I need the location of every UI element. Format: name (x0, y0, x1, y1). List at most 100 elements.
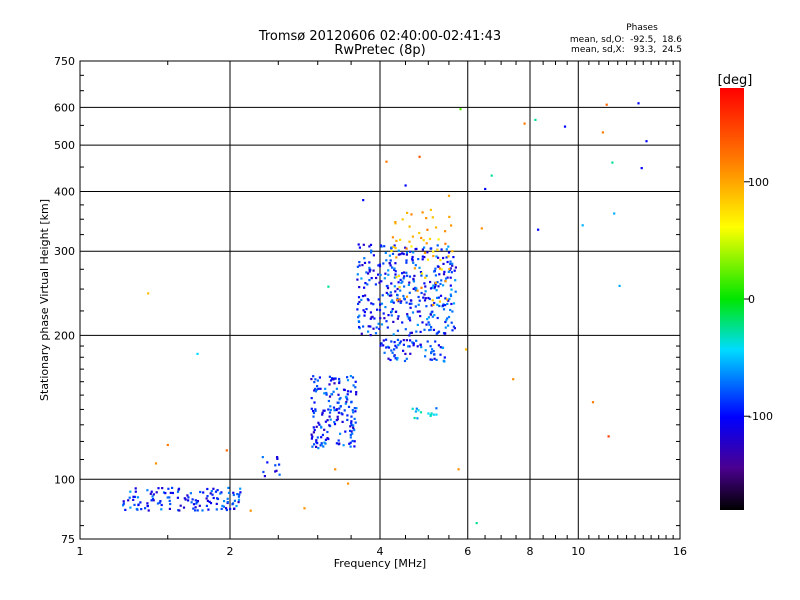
data-point (347, 405, 351, 408)
data-point (315, 445, 318, 448)
data-point (338, 407, 341, 410)
data-point (411, 407, 414, 410)
data-point (405, 301, 408, 304)
data-point (380, 302, 384, 305)
data-point (450, 271, 453, 274)
y-tick-label: 100 (54, 473, 75, 486)
data-point (237, 498, 241, 501)
data-point (338, 442, 341, 445)
data-point (437, 330, 441, 333)
data-point (447, 324, 450, 327)
data-point (452, 256, 455, 259)
data-point (399, 238, 402, 241)
data-point (351, 432, 354, 435)
data-point (412, 277, 415, 280)
data-point (394, 270, 397, 273)
data-point (313, 381, 316, 384)
data-point (318, 376, 321, 379)
data-point (406, 211, 409, 214)
data-point (356, 265, 359, 268)
data-point (207, 508, 210, 511)
data-point (326, 437, 329, 440)
data-point (411, 235, 414, 238)
data-point (449, 262, 452, 266)
data-point (399, 278, 402, 281)
data-point (418, 231, 421, 235)
data-point (320, 442, 323, 445)
data-point (451, 262, 454, 265)
data-point (424, 290, 427, 293)
data-point (353, 440, 356, 443)
data-point (442, 303, 445, 306)
data-point (409, 299, 412, 302)
data-point (274, 464, 277, 467)
data-point (372, 327, 375, 330)
data-point (607, 435, 610, 438)
data-point (431, 216, 434, 219)
data-point (435, 255, 438, 258)
data-point (324, 442, 327, 445)
data-point (361, 264, 364, 267)
data-point (326, 430, 329, 434)
data-point (440, 268, 443, 271)
data-point (378, 309, 382, 312)
data-point (316, 442, 319, 445)
data-point (187, 499, 190, 502)
data-point (394, 262, 397, 265)
data-point (132, 495, 135, 498)
data-point (388, 254, 391, 257)
data-point (423, 293, 426, 296)
data-point (363, 261, 367, 264)
data-point (369, 243, 373, 246)
data-point (433, 353, 436, 356)
data-point (415, 407, 418, 410)
data-point (429, 208, 432, 211)
data-point (637, 102, 640, 105)
data-point (372, 269, 375, 272)
data-point (390, 349, 393, 352)
data-point (324, 387, 327, 390)
data-point (354, 386, 357, 389)
data-point (408, 345, 411, 348)
data-point (446, 276, 449, 279)
data-point (412, 251, 415, 254)
data-point (164, 492, 167, 495)
data-point (430, 358, 434, 361)
data-point (169, 491, 172, 494)
data-point (391, 308, 394, 311)
data-point (140, 508, 143, 511)
data-point (389, 264, 392, 267)
data-point (409, 319, 412, 322)
data-point (422, 239, 425, 242)
x-tick-label: 1 (77, 545, 84, 558)
data-point (433, 314, 436, 317)
data-point (449, 267, 452, 270)
data-point (368, 279, 371, 282)
data-point (408, 291, 411, 294)
data-point (375, 326, 378, 329)
y-tick-label: 200 (54, 329, 75, 342)
data-point (412, 342, 415, 345)
data-point (393, 244, 396, 247)
data-point (229, 507, 232, 511)
data-point (223, 500, 226, 503)
data-point (161, 487, 164, 490)
data-points (122, 102, 648, 525)
data-point (397, 344, 400, 347)
data-point (387, 273, 390, 276)
colorbar-label: [deg] (718, 73, 753, 88)
data-point (166, 496, 169, 499)
x-tick-label: 2 (227, 545, 234, 558)
data-point (426, 340, 429, 343)
data-point (369, 317, 372, 320)
data-point (393, 355, 396, 358)
data-point (459, 108, 462, 111)
colorbar-ticks: 100 0 -100 (744, 176, 773, 423)
data-point (354, 380, 357, 383)
data-point (369, 325, 372, 328)
data-point (392, 333, 395, 336)
data-point (398, 342, 401, 345)
data-point (436, 316, 439, 320)
data-point (316, 385, 319, 388)
data-point (353, 407, 356, 410)
